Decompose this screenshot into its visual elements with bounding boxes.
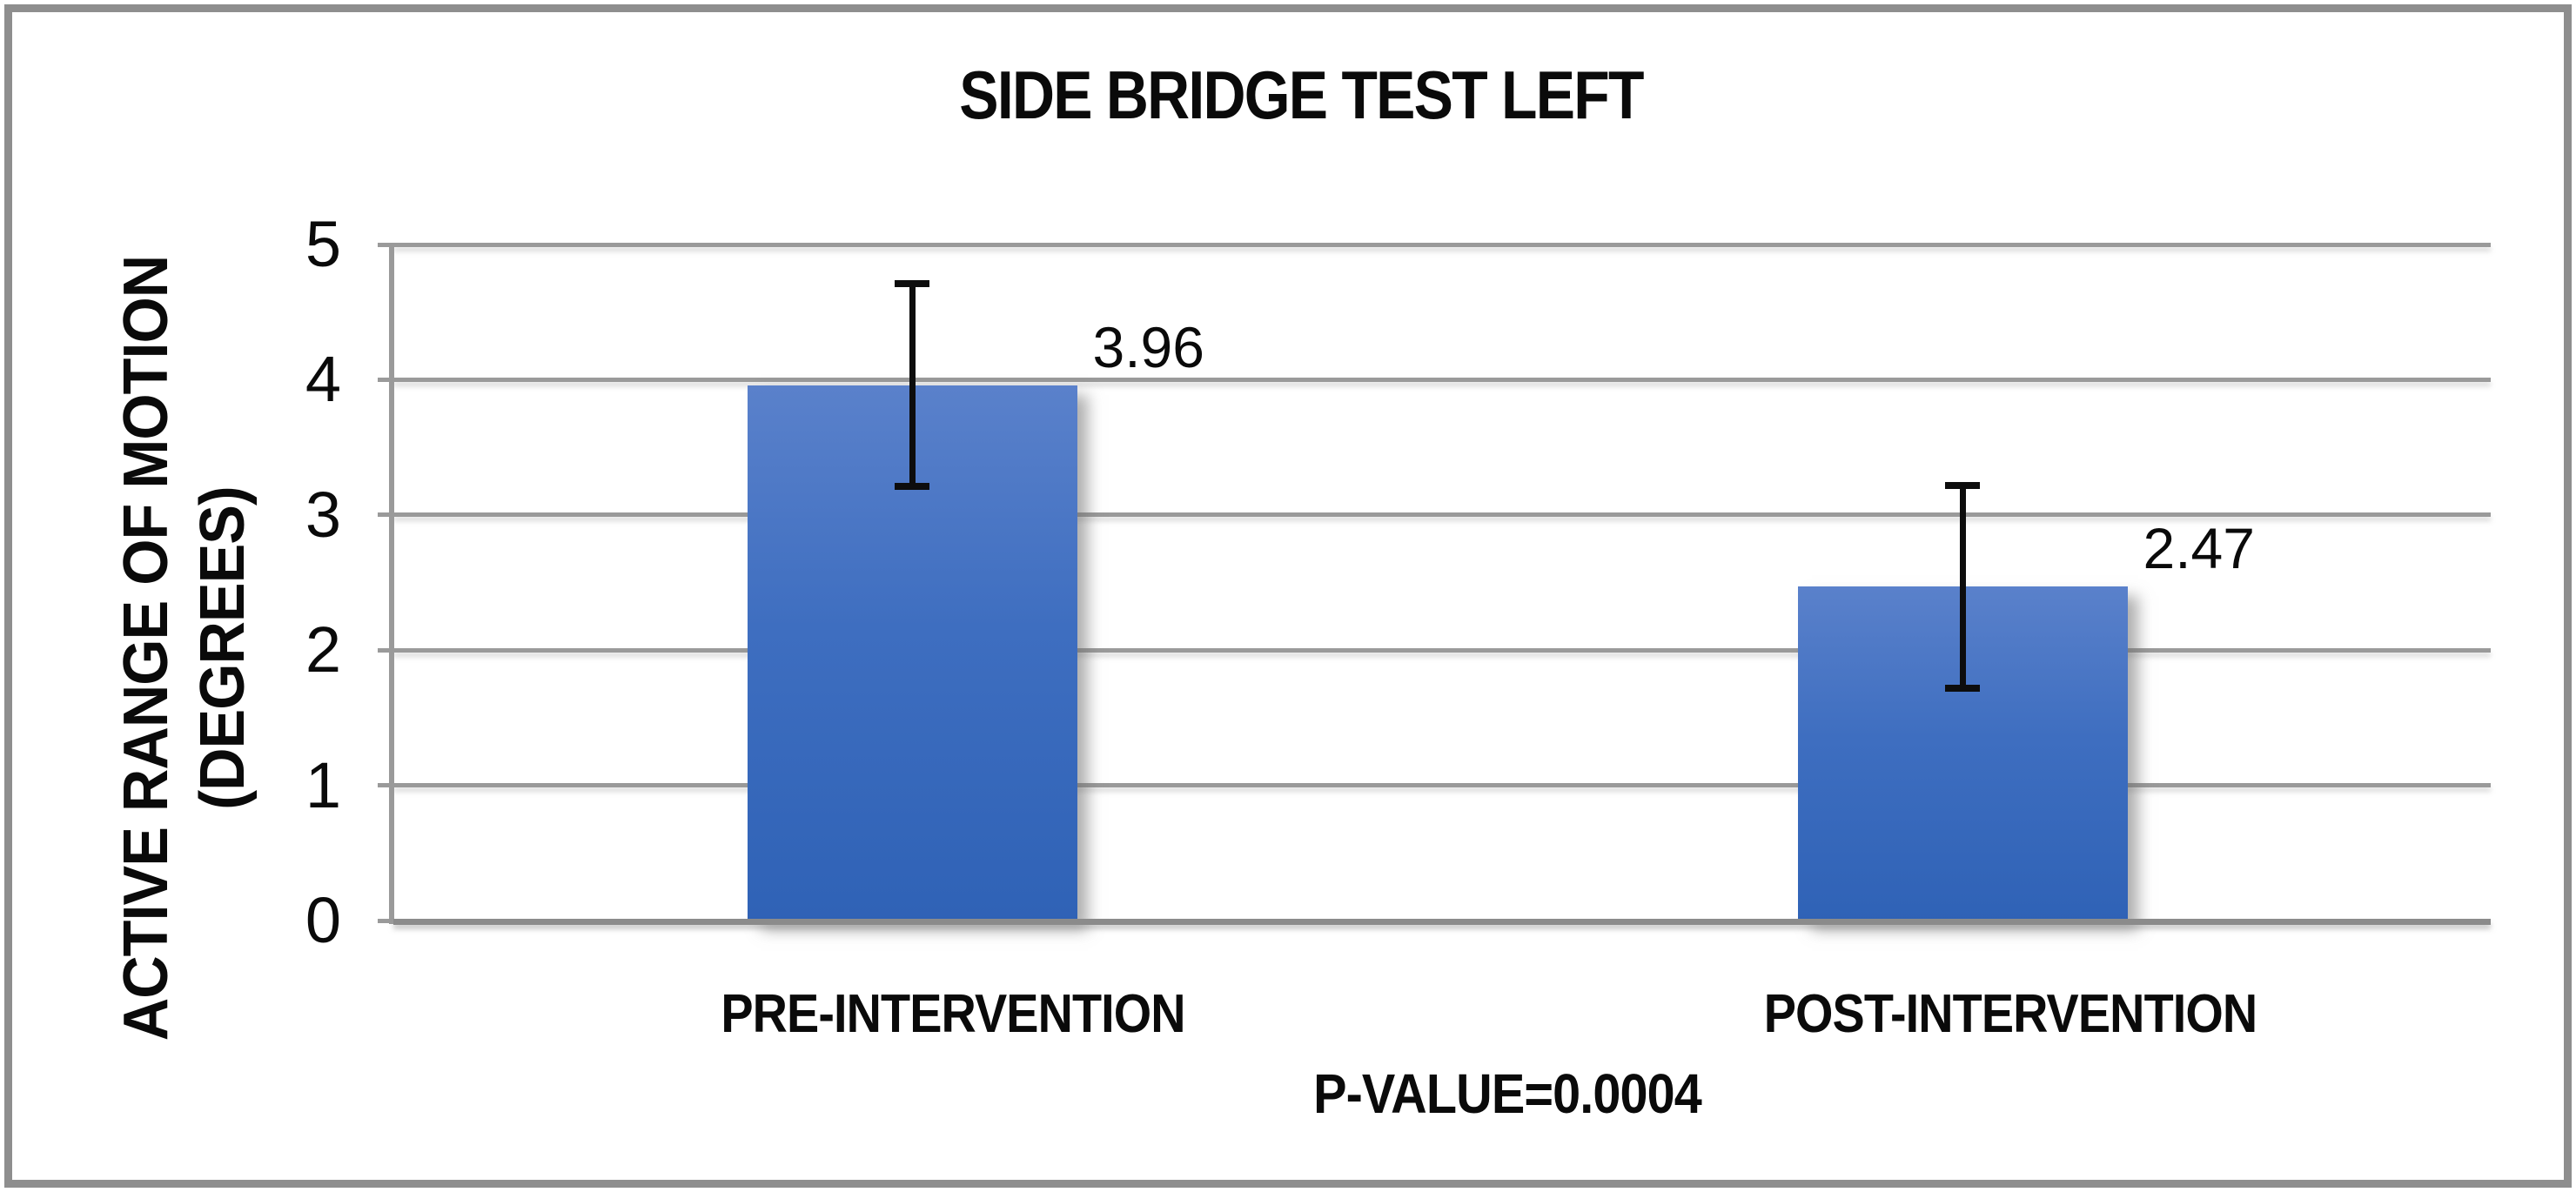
y-tick-mark	[378, 647, 393, 653]
error-bar-cap-bottom	[895, 483, 929, 491]
category-label-pre-intervention: PRE-INTERVENTION	[721, 984, 1185, 1044]
data-label: 3.96	[1092, 314, 1204, 379]
y-tick-label: 0	[305, 884, 341, 956]
error-bar-cap-top	[1945, 481, 1980, 489]
chart-title: SIDE BRIDGE TEST LEFT	[959, 57, 1644, 133]
y-tick-label: 3	[305, 478, 341, 551]
y-tick-mark	[378, 512, 393, 518]
error-bar-cap-bottom	[1945, 684, 1980, 692]
gridline	[393, 512, 2491, 518]
p-value-annotation: P-VALUE=0.0004	[1313, 1062, 1702, 1125]
error-bar-line	[909, 284, 916, 487]
gridline	[393, 783, 2491, 788]
chart-border	[4, 4, 2572, 1188]
y-tick-mark	[378, 918, 393, 923]
x-axis-line	[393, 919, 2491, 925]
y-tick-label: 4	[305, 343, 341, 416]
data-label: 2.47	[2143, 516, 2255, 581]
y-tick-label: 1	[305, 748, 341, 821]
y-tick-label: 5	[305, 208, 341, 280]
gridline	[393, 242, 2491, 247]
y-tick-mark	[378, 242, 393, 247]
y-axis-line	[389, 244, 394, 924]
y-tick-label: 2	[305, 613, 341, 686]
error-bar-line	[1959, 485, 1966, 688]
y-tick-mark	[378, 783, 393, 788]
gridline	[393, 377, 2491, 382]
gridline	[393, 647, 2491, 653]
category-label-post-intervention: POST-INTERVENTION	[1763, 984, 2257, 1044]
error-bar-cap-top	[895, 280, 929, 288]
y-tick-mark	[378, 377, 393, 382]
